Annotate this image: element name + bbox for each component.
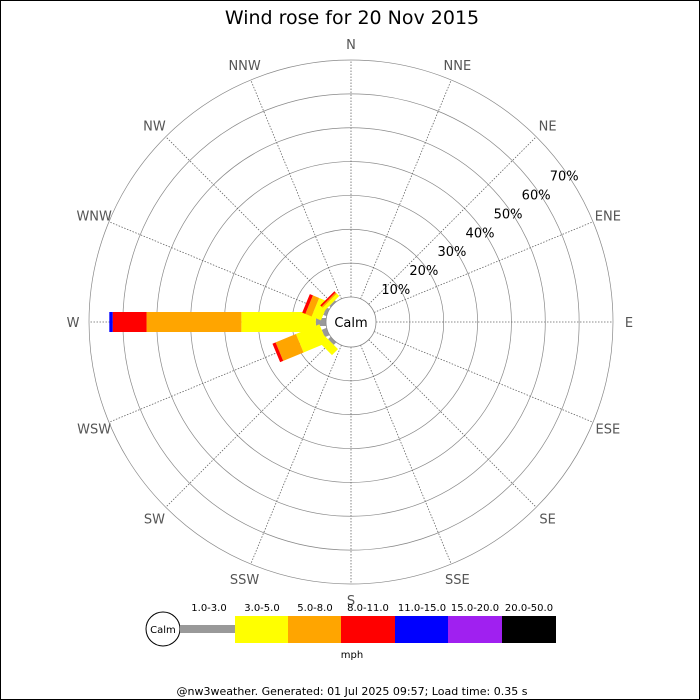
legend-swatch bbox=[341, 616, 395, 643]
direction-label-ese: ESE bbox=[595, 422, 620, 437]
spoke-wnw bbox=[108, 221, 329, 313]
calm-center: Calm bbox=[325, 296, 377, 348]
legend-label: 3.0-5.0 bbox=[244, 603, 279, 614]
legend-swatch bbox=[502, 616, 556, 643]
direction-label-nw: NW bbox=[143, 119, 166, 134]
legend-label: 11.0-15.0 bbox=[398, 603, 446, 614]
legend-label: 8.0-11.0 bbox=[347, 603, 389, 614]
direction-label-nnw: NNW bbox=[228, 59, 260, 74]
chart-title: Wind rose for 20 Nov 2015 bbox=[225, 7, 479, 29]
direction-label-sse: SSE bbox=[445, 573, 470, 588]
radial-tick-label: 30% bbox=[437, 245, 466, 260]
legend-swatch bbox=[288, 616, 342, 643]
legend-label: 15.0-20.0 bbox=[451, 603, 499, 614]
legend-swatch bbox=[235, 616, 289, 643]
bar-wnw-5.0-8.0 bbox=[305, 295, 320, 317]
legend-swatch bbox=[180, 625, 235, 633]
bar-wsw-1.0-3.0 bbox=[321, 327, 330, 338]
direction-label-n: N bbox=[346, 38, 356, 53]
bar-wsw-5.0-8.0 bbox=[275, 333, 304, 361]
bar-nw-8.0-11.0 bbox=[320, 291, 336, 307]
spoke-sse bbox=[360, 344, 452, 565]
calm-circle bbox=[325, 296, 377, 348]
bar-w-8.0-11.0 bbox=[112, 312, 147, 332]
bar-sw-1.0-3.0 bbox=[328, 336, 337, 345]
direction-label-w: W bbox=[67, 316, 80, 331]
bar-w-1.0-3.0 bbox=[315, 318, 326, 326]
direction-label-wsw: WSW bbox=[77, 422, 111, 437]
bar-sw-3.0-5.0 bbox=[317, 335, 338, 356]
footer-text: @nw3weather. Generated: 01 Jul 2025 09:5… bbox=[177, 685, 528, 698]
spoke-ssw bbox=[250, 344, 342, 565]
bar-wnw-1.0-3.0 bbox=[323, 307, 330, 317]
spoke-ene bbox=[373, 221, 594, 313]
bar-nw-1.0-3.0 bbox=[329, 300, 337, 308]
direction-label-ene: ENE bbox=[595, 210, 621, 225]
direction-label-wnw: WNW bbox=[76, 210, 112, 225]
spoke-sw bbox=[165, 339, 334, 508]
direction-label-nne: NNE bbox=[444, 59, 472, 74]
unit-label: mph bbox=[341, 650, 363, 661]
direction-label-e: E bbox=[625, 316, 633, 331]
spoke-nnw bbox=[250, 79, 342, 300]
legend-label: 1.0-3.0 bbox=[191, 603, 226, 614]
legend-label: 5.0-8.0 bbox=[297, 603, 332, 614]
direction-labels: N NNE NE ENE E ESE SE SSE S SSW SW WSW W WNW NW NNW bbox=[67, 38, 634, 609]
bar-w-5.0-8.0 bbox=[146, 312, 242, 332]
direction-label-s: S bbox=[347, 594, 355, 609]
calm-label: Calm bbox=[334, 316, 367, 331]
bar-w-3.0-5.0 bbox=[241, 312, 316, 332]
bar-wsw-3.0-5.0 bbox=[295, 324, 328, 353]
wind-bars bbox=[109, 291, 340, 363]
direction-label-se: SE bbox=[539, 513, 555, 528]
spoke-nw bbox=[165, 136, 334, 305]
grid-ring bbox=[88, 59, 614, 585]
radial-tick-labels: 10% 20% 30%40% 50% 60% 70% bbox=[381, 169, 578, 298]
radial-tick-label: 60% bbox=[522, 188, 551, 203]
radial-tick-label: 20% bbox=[409, 264, 438, 279]
legend-label: 20.0-50.0 bbox=[505, 603, 553, 614]
radial-tick-label: 50% bbox=[494, 207, 523, 222]
spoke-se bbox=[368, 339, 537, 508]
bar-wsw-8.0-11.0 bbox=[272, 342, 284, 363]
speed-legend: Calm 1.0-3.0 3.0-5.0 5.0-8.0 8.0-11.0 11.0-15… bbox=[145, 603, 556, 647]
direction-label-sw: SW bbox=[144, 513, 165, 528]
direction-label-ssw: SSW bbox=[230, 573, 260, 588]
legend-swatch bbox=[395, 616, 449, 643]
radial-tick-label: 70% bbox=[550, 169, 579, 184]
bar-nw-5.0-8.0 bbox=[321, 292, 337, 308]
radial-tick-label: 40% bbox=[466, 226, 495, 241]
bar-nw-3.0-5.0 bbox=[322, 293, 340, 311]
radial-tick-label: 10% bbox=[381, 283, 410, 298]
bar-wnw-8.0-11.0 bbox=[302, 294, 313, 314]
bar-w-11.0-15.0 bbox=[109, 312, 113, 332]
spoke-ese bbox=[373, 331, 594, 423]
legend-swatch bbox=[448, 616, 502, 643]
spoke-ne bbox=[368, 136, 537, 305]
spoke-nne bbox=[360, 79, 452, 300]
direction-label-ne: NE bbox=[539, 119, 557, 134]
legend-calm-label: Calm bbox=[150, 625, 176, 636]
